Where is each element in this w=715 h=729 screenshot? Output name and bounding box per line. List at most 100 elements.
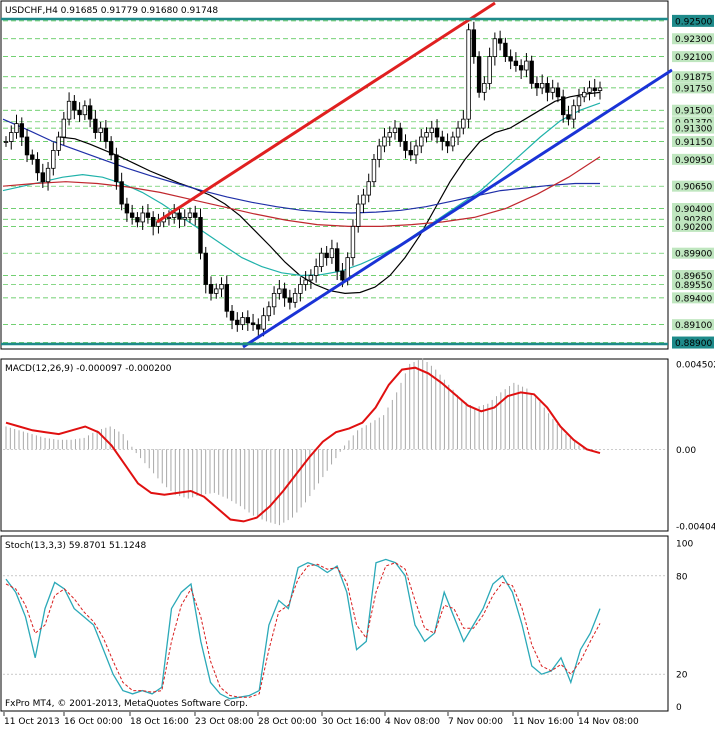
stoch-pane: [0, 535, 669, 712]
stoch-d-line: [5, 562, 601, 698]
candle-body: [82, 105, 88, 116]
candle-body: [518, 65, 524, 71]
candle-body: [203, 252, 208, 285]
price-tick-label: 0.89550: [675, 281, 712, 291]
macd-signal-polyline: [5, 366, 601, 523]
price-tick-label: 0.90950: [675, 156, 712, 166]
candle-body: [561, 96, 566, 116]
candle-body: [382, 136, 387, 147]
candle-body: [30, 154, 35, 160]
macd-signal-line: [5, 366, 601, 523]
candle-body: [224, 284, 229, 312]
candle-body: [387, 132, 392, 138]
candle-body: [355, 203, 361, 227]
price-tick-box: [672, 71, 714, 83]
time-tick-label: 11 Oct 2013: [4, 717, 60, 727]
candle-body: [61, 118, 67, 138]
candle-body: [51, 150, 56, 169]
price-tick-label: 0.91750: [675, 84, 712, 94]
candle-body: [114, 154, 119, 183]
candle-body: [187, 212, 193, 218]
candle-body: [150, 217, 156, 227]
candle-body: [229, 310, 235, 321]
candle-body: [250, 322, 256, 326]
candle-body: [582, 91, 587, 98]
candle-body: [282, 288, 287, 299]
candle-body: [466, 29, 471, 120]
candle-body: [429, 127, 434, 133]
time-tick-label: 18 Oct 16:00: [130, 717, 189, 727]
candle-body: [398, 127, 403, 142]
stoch-grid: [3, 575, 666, 675]
time-tick-label: 11 Nov 16:00: [513, 717, 574, 727]
price-tick-box: [672, 51, 714, 63]
rising-support-line[interactable]: [242, 68, 673, 349]
candle-body: [377, 145, 382, 160]
candle-body: [408, 150, 413, 156]
candle-body: [135, 217, 140, 223]
candle-body: [424, 132, 429, 138]
candle-body: [539, 83, 545, 89]
candle-body: [56, 136, 61, 151]
candle-body: [235, 319, 240, 326]
candle-body: [24, 136, 30, 156]
candle-body: [266, 306, 272, 317]
candle-body: [145, 212, 151, 218]
candle-body: [103, 127, 109, 142]
macd-tick-label: 0.00: [676, 446, 696, 456]
candle-body: [87, 105, 93, 120]
stoch-tick-label: 20: [676, 671, 688, 681]
price-tick-box: [672, 82, 714, 94]
candle-body: [445, 141, 450, 147]
price-tick-box: [672, 213, 714, 225]
candle-body: [261, 315, 266, 330]
candle-body: [214, 288, 219, 294]
candle-body: [287, 297, 293, 303]
price-tick-box: [672, 270, 714, 282]
candle-body: [555, 87, 561, 98]
candle-body: [350, 225, 356, 259]
candle-body: [277, 288, 282, 294]
candle-body: [198, 217, 203, 254]
price-tick-box: [672, 116, 714, 128]
candle-body: [177, 212, 182, 220]
moving-average-line: [2, 156, 601, 227]
price-tick-box: [672, 319, 714, 331]
candle-body: [550, 87, 555, 93]
candle-body: [419, 136, 424, 147]
candle-body: [9, 132, 14, 142]
time-tick-label: 14 Nov 08:00: [578, 717, 639, 727]
candle-body: [140, 212, 145, 223]
upper-channel-line[interactable]: [156, 1, 496, 224]
candle-body: [129, 212, 135, 218]
macd-tick-label: 0.004502: [676, 360, 715, 370]
candle-body: [434, 127, 440, 138]
candle-body: [371, 158, 377, 183]
candle-body: [245, 317, 251, 324]
price-level-tag: [672, 336, 714, 349]
candles: [3, 21, 603, 339]
candle-body: [403, 141, 408, 151]
price-tick-box: [672, 220, 714, 232]
candle-body: [172, 212, 177, 218]
candle-body: [592, 87, 597, 91]
price-tick-label: 0.90650: [675, 183, 712, 193]
candle-body: [534, 83, 540, 89]
candle-body: [35, 158, 40, 174]
time-tick-label: 28 Oct 00:00: [258, 717, 317, 727]
time-tick-label: 4 Nov 08:00: [385, 717, 440, 727]
candle-body: [329, 248, 335, 259]
candle-body: [461, 118, 466, 129]
price-tick-label: 0.92500: [675, 17, 712, 27]
price-tick-box: [672, 247, 714, 259]
candle-body: [503, 42, 508, 58]
candle-body: [14, 123, 19, 133]
macd-tick-label: -0.00404: [676, 522, 715, 532]
trendlines: [1, 1, 673, 349]
price-tick-label: 0.92300: [675, 35, 712, 45]
price-tick-label: 0.90280: [675, 216, 712, 226]
candle-body: [513, 60, 519, 66]
candle-body: [440, 136, 445, 142]
candle-body: [40, 172, 45, 183]
